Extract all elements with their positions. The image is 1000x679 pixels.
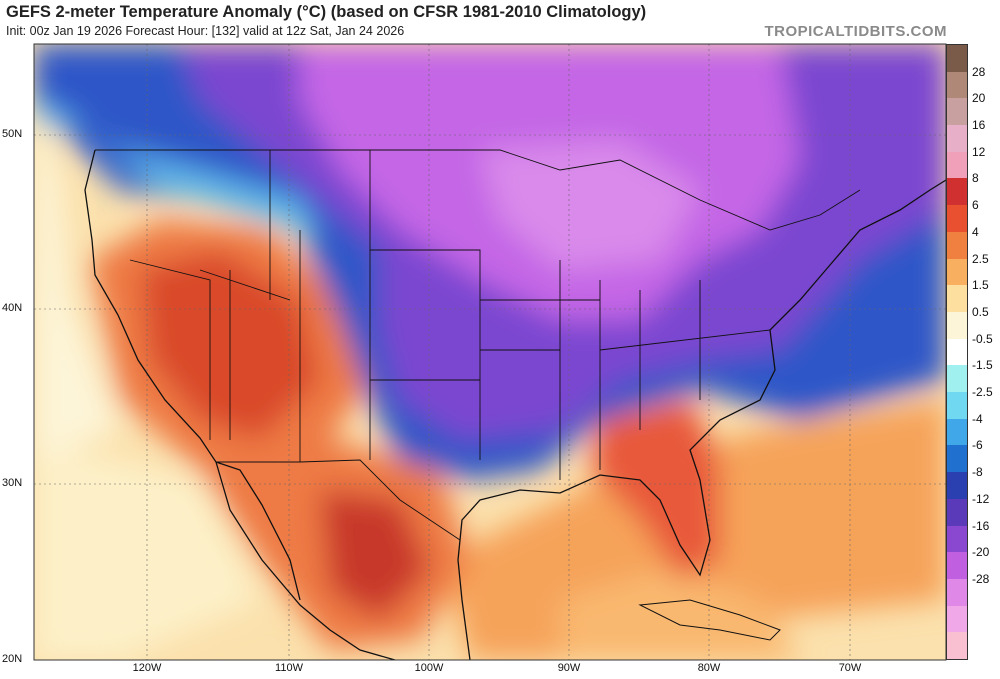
colorbar-segment [947,231,967,260]
colorbar-tick-label: 2.5 [972,251,989,266]
colorbar-tick-label: 12 [972,144,986,159]
colorbar-tick-label: -0.5 [972,331,993,346]
cool-northwest-fringe [34,100,320,240]
colorbar-segment [947,98,967,126]
colorbar-segment [947,418,967,446]
colorbar-tick-label: 16 [972,118,986,133]
lat-label: 30N [2,477,23,489]
lon-label: 90W [557,662,581,674]
colorbar-tick-label: 6 [972,198,979,213]
lon-label: 80W [697,662,721,674]
map-title: GEFS 2-meter Temperature Anomaly (°C) (b… [6,3,647,21]
colorbar [946,44,968,660]
lon-label: 110W [275,662,303,674]
colorbar-segment [947,578,967,607]
lon-label: 70W [838,662,862,674]
colorbar-segment [947,365,967,393]
colorbar-tick-label: 4 [972,224,979,239]
colorbar-tick-label: -8 [972,465,983,480]
colorbar-segment [947,45,967,73]
near-normal-pacific-region [34,44,120,460]
map-subtitle: Init: 00z Jan 19 2026 Forecast Hour: [13… [6,24,405,38]
colorbar-tick-label: -4 [972,411,983,426]
colorbar-segment [947,205,967,233]
colorbar-tick-label: 8 [972,171,979,186]
lat-label: 20N [2,653,23,665]
colorbar-tick-label: -2.5 [972,385,993,400]
colorbar-segment [947,178,967,206]
colorbar-tick-label: -12 [972,491,990,506]
colorbar-segment [947,151,967,179]
political-borders [95,149,861,541]
lat-label: 40N [2,302,23,314]
colorbar-tick-label: 0.5 [972,304,989,319]
colorbar-segment [947,71,967,99]
colorbar-tick-label: -20 [972,545,990,560]
colorbar-tick-label: -16 [972,518,990,533]
colorbar-segment [947,258,967,286]
mexico-hot-core [320,490,430,620]
colorbar-segment [947,311,967,340]
colorbar-tick-label: -1.5 [972,358,993,373]
graticule [34,44,946,660]
source-credit: TROPICALTIDBITS.COM [764,23,947,40]
colorbar-segment [947,445,967,473]
lat-label: 50N [2,128,23,140]
colorbar-segment [947,525,967,553]
colorbar-segment [947,605,967,633]
colorbar-tick-label: 20 [972,91,986,106]
colorbar-segment [947,392,967,420]
southeast-warm-region [590,400,720,580]
caribbean-warm-region [560,570,800,660]
cuba [638,599,781,641]
colorbar-segment [947,285,967,313]
colorbar-segment [947,632,967,660]
colorbar-segment [947,552,967,580]
coastline [84,149,946,660]
colorbar-tick-label: -28 [972,571,990,586]
colorbar-tick-label: 1.5 [972,278,989,293]
colorbar-segment [947,472,967,500]
colorbar-segment [947,338,967,366]
lon-label: 120W [132,662,162,674]
colorbar-segment [947,498,967,526]
colorbar-tick-label: -6 [972,438,983,453]
lon-label: 100W [414,662,444,674]
colorbar-tick-label: 28 [972,64,986,79]
colorbar-segment [947,125,967,153]
